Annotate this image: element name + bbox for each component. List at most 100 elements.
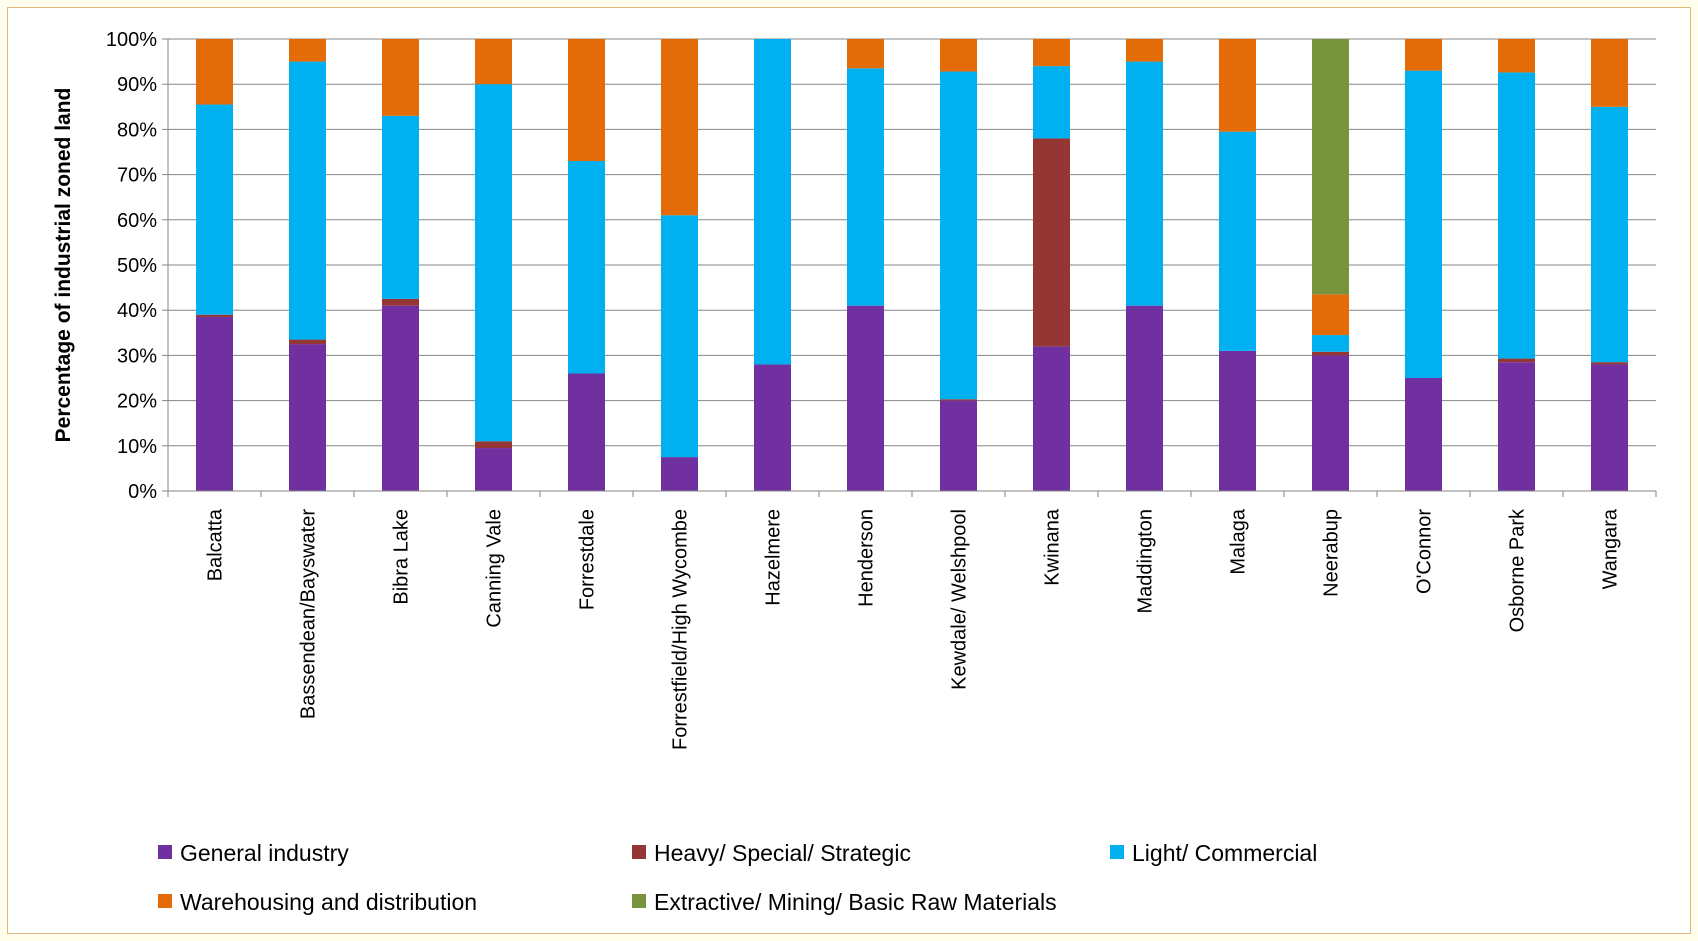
bar-segment bbox=[847, 39, 884, 69]
bar-segment bbox=[568, 39, 605, 162]
bar-segment bbox=[754, 364, 791, 491]
bar-segment bbox=[1033, 346, 1070, 491]
bar-segment bbox=[1591, 362, 1628, 365]
y-tick-label: 50% bbox=[117, 255, 157, 277]
legend: General industry Heavy/ Special/ Strategi… bbox=[158, 840, 1317, 915]
legend-swatch bbox=[632, 894, 646, 908]
bar-segment bbox=[847, 68, 884, 306]
y-tick-label: 10% bbox=[117, 436, 157, 458]
bar-segment bbox=[940, 71, 977, 400]
bar-segment bbox=[940, 400, 977, 491]
bar-segment bbox=[382, 298, 419, 306]
x-category-label: Hazelmere bbox=[763, 509, 785, 606]
x-category-label: Bibra Lake bbox=[391, 509, 413, 605]
bar-segment bbox=[847, 305, 884, 491]
bar-segment bbox=[1591, 106, 1628, 363]
y-tick-label: 80% bbox=[117, 119, 157, 141]
bar-segment bbox=[1591, 39, 1628, 107]
bar-segment bbox=[289, 344, 326, 491]
bar-segment bbox=[1498, 358, 1535, 363]
bar-segment bbox=[940, 399, 977, 401]
bar-segment bbox=[475, 441, 512, 449]
y-axis-title: Percentage of industrial zoned land bbox=[52, 88, 75, 443]
x-category-label: Balcatta bbox=[205, 508, 227, 581]
bar-segment bbox=[1312, 355, 1349, 491]
x-category-label: Wangara bbox=[1600, 508, 1622, 589]
axis-labels: 0% 10% 20% 30% 40% 50% 60% 70% 80% 90% 100% Balcatt… bbox=[106, 29, 1622, 750]
bar-segment bbox=[196, 39, 233, 105]
bar-segment bbox=[661, 39, 698, 216]
bar-segment bbox=[1219, 131, 1256, 351]
bar-segment bbox=[1312, 294, 1349, 336]
bar-segment bbox=[1312, 335, 1349, 352]
y-tick-label: 60% bbox=[117, 210, 157, 232]
bar-segment bbox=[754, 39, 791, 365]
bars bbox=[196, 39, 1628, 491]
bar-segment bbox=[1033, 66, 1070, 139]
x-category-label: Maddington bbox=[1135, 509, 1157, 614]
legend-entry: Heavy/ Special/ Strategic bbox=[654, 840, 911, 866]
bar-segment bbox=[475, 448, 512, 491]
bar-segment bbox=[196, 316, 233, 491]
bar-segment bbox=[289, 61, 326, 340]
x-category-label: Forrestfield/High Wycombe bbox=[670, 509, 692, 750]
bar-segment bbox=[196, 104, 233, 315]
legend-swatch bbox=[158, 894, 172, 908]
bar-segment bbox=[475, 84, 512, 442]
bar-segment bbox=[1033, 138, 1070, 347]
x-category-label: Forrestdale bbox=[577, 509, 599, 610]
bar-segment bbox=[382, 115, 419, 299]
x-category-label: Osborne Park bbox=[1507, 508, 1529, 632]
bar-segment bbox=[568, 161, 605, 374]
y-tick-label: 0% bbox=[128, 481, 157, 503]
bar-segment bbox=[661, 457, 698, 491]
bar-segment bbox=[1405, 70, 1442, 378]
bar-segment bbox=[1126, 61, 1163, 306]
y-tick-label: 70% bbox=[117, 165, 157, 187]
bar-segment bbox=[1219, 350, 1256, 491]
bar-segment bbox=[661, 215, 698, 458]
bar-segment bbox=[1498, 362, 1535, 491]
y-tick-label: 90% bbox=[117, 74, 157, 96]
legend-swatch bbox=[158, 845, 172, 859]
bar-segment bbox=[568, 373, 605, 491]
x-category-label: O'Connor bbox=[1414, 509, 1436, 594]
bar-segment bbox=[1033, 39, 1070, 67]
bar-segment bbox=[1498, 39, 1535, 73]
x-category-label: Neerabup bbox=[1321, 509, 1343, 597]
bar-segment bbox=[289, 39, 326, 62]
bar-segment bbox=[1405, 378, 1442, 491]
bar-segment bbox=[1312, 39, 1349, 295]
y-tick-label: 40% bbox=[117, 300, 157, 322]
axes bbox=[162, 38, 1657, 497]
x-category-label: Kwinana bbox=[1042, 508, 1064, 586]
bar-segment bbox=[475, 39, 512, 85]
legend-swatch bbox=[632, 845, 646, 859]
legend-entry: General industry bbox=[180, 840, 349, 866]
y-tick-label: 20% bbox=[117, 391, 157, 413]
y-tick-label: 100% bbox=[106, 29, 157, 51]
x-category-label: Malaga bbox=[1228, 508, 1250, 574]
bar-segment bbox=[1219, 39, 1256, 132]
legend-entry: Warehousing and distribution bbox=[180, 889, 477, 915]
bar-segment bbox=[1405, 39, 1442, 71]
bar-segment bbox=[382, 305, 419, 491]
x-category-label: Kewdale/ Welshpool bbox=[949, 509, 971, 690]
y-tick-label: 30% bbox=[117, 345, 157, 367]
bar-segment bbox=[1126, 305, 1163, 491]
bar-segment bbox=[382, 39, 419, 116]
legend-entry: Light/ Commercial bbox=[1132, 840, 1317, 866]
bar-segment bbox=[1498, 72, 1535, 359]
x-category-label: Henderson bbox=[856, 509, 878, 607]
bar-segment bbox=[1591, 364, 1628, 491]
bar-segment bbox=[196, 314, 233, 317]
x-category-label: Bassendean/Bayswater bbox=[298, 509, 320, 719]
x-category-label: Canning Vale bbox=[484, 509, 506, 628]
bar-segment bbox=[1312, 351, 1349, 356]
bar-segment bbox=[1126, 39, 1163, 62]
legend-swatch bbox=[1110, 845, 1124, 859]
legend-entry: Extractive/ Mining/ Basic Raw Materials bbox=[654, 889, 1057, 915]
bar-segment bbox=[289, 339, 326, 345]
bar-segment bbox=[940, 39, 977, 72]
